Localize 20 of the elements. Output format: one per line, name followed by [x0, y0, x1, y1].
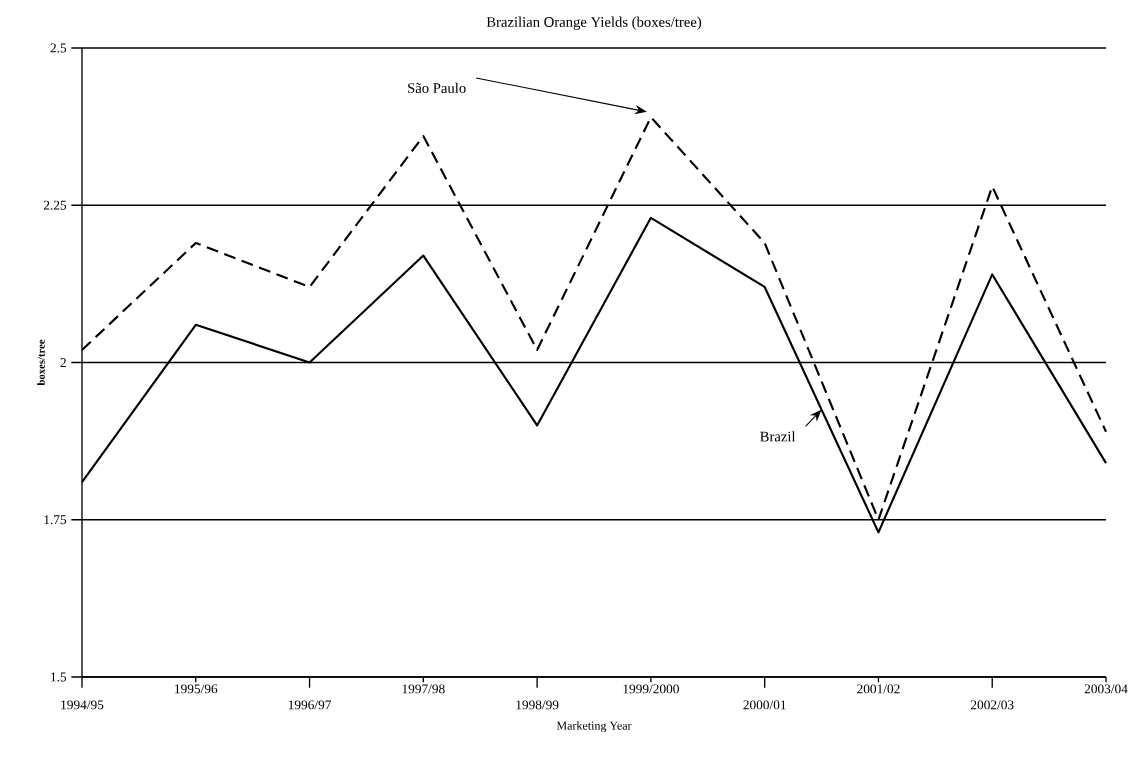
- x-tick-label: 1998/99: [516, 700, 559, 710]
- y-tick-label: 1.5: [51, 672, 67, 682]
- x-tick-label: 2002/03: [970, 700, 1014, 710]
- y-tick-label: 2: [60, 358, 66, 367]
- x-tick-label: 2000/01: [743, 700, 786, 710]
- text: Brazil: [760, 431, 796, 442]
- y-tick-label: 2.25: [43, 200, 67, 210]
- x-tick-label: 1995/96: [175, 684, 218, 694]
- x-tick-label: 1996/97: [288, 700, 332, 710]
- y-axis-title: boxes/tree: [37, 339, 45, 386]
- x-tick-label: 1999/2000: [623, 684, 679, 694]
- chart-title: Brazilian Orange Yields (boxes/tree): [486, 16, 702, 30]
- y-tick-label: 1.75: [44, 515, 67, 525]
- x-tick-label: 2003/04: [1084, 684, 1128, 694]
- x-tick-label: 1994/95: [61, 700, 104, 710]
- x-tick-label: 2001/02: [857, 684, 900, 694]
- text: São Paulo: [408, 82, 466, 94]
- x-axis-title: Marketing Year: [556, 721, 632, 733]
- y-tick-label: 2.5: [50, 43, 67, 53]
- x-tick-label: 1997/98: [402, 684, 445, 694]
